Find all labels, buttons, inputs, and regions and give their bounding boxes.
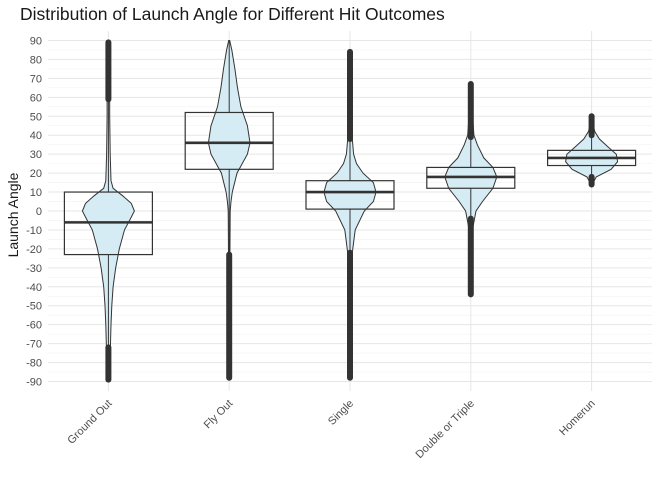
y-tick-label: 90 <box>30 35 42 47</box>
y-tick-label: -30 <box>26 263 42 275</box>
y-tick-label: -90 <box>26 377 42 389</box>
y-tick-label: 80 <box>30 54 42 66</box>
y-tick-label: -70 <box>26 339 42 351</box>
box-iqr <box>184 111 274 170</box>
violin-group <box>305 48 395 381</box>
y-tick-label: -60 <box>26 320 42 332</box>
x-tick-label: Double or Triple <box>414 398 477 461</box>
y-tick-label: 40 <box>30 130 42 142</box>
x-tick-label: Single <box>326 398 356 428</box>
violin-group <box>426 81 516 298</box>
violin-group <box>63 39 154 383</box>
x-tick-label: Fly Out <box>202 398 236 432</box>
x-tick-label: Ground Out <box>65 398 114 447</box>
y-tick-label: 50 <box>30 111 42 123</box>
y-tick-label: -40 <box>26 282 42 294</box>
y-tick-label: 70 <box>30 73 42 85</box>
y-tick-label: 30 <box>30 149 42 161</box>
y-tick-label: -10 <box>26 225 42 237</box>
y-tick-labels: -90 -80 -70 -60 -50 -40 -30 -20 -10 0 10 20 30 40 50 60… <box>26 35 42 388</box>
y-tick-label: 10 <box>30 187 42 199</box>
y-axis-title: Launch Angle <box>5 172 21 257</box>
y-tick-label: -80 <box>26 358 42 370</box>
violin-layer <box>63 39 637 383</box>
violin-group <box>546 113 637 188</box>
x-tick-label: Homerun <box>557 398 597 438</box>
y-tick-label: 0 <box>36 206 42 218</box>
y-tick-label: -50 <box>26 301 42 313</box>
violin-group <box>184 40 274 381</box>
box-iqr <box>305 180 395 210</box>
y-tick-label: -20 <box>26 244 42 256</box>
chart-title: Distribution of Launch Angle for Differe… <box>20 4 445 24</box>
x-tick-labels: Ground Out Fly Out Single Double or Triple H… <box>65 398 597 461</box>
y-tick-label: 20 <box>30 168 42 180</box>
y-tick-label: 60 <box>30 92 42 104</box>
